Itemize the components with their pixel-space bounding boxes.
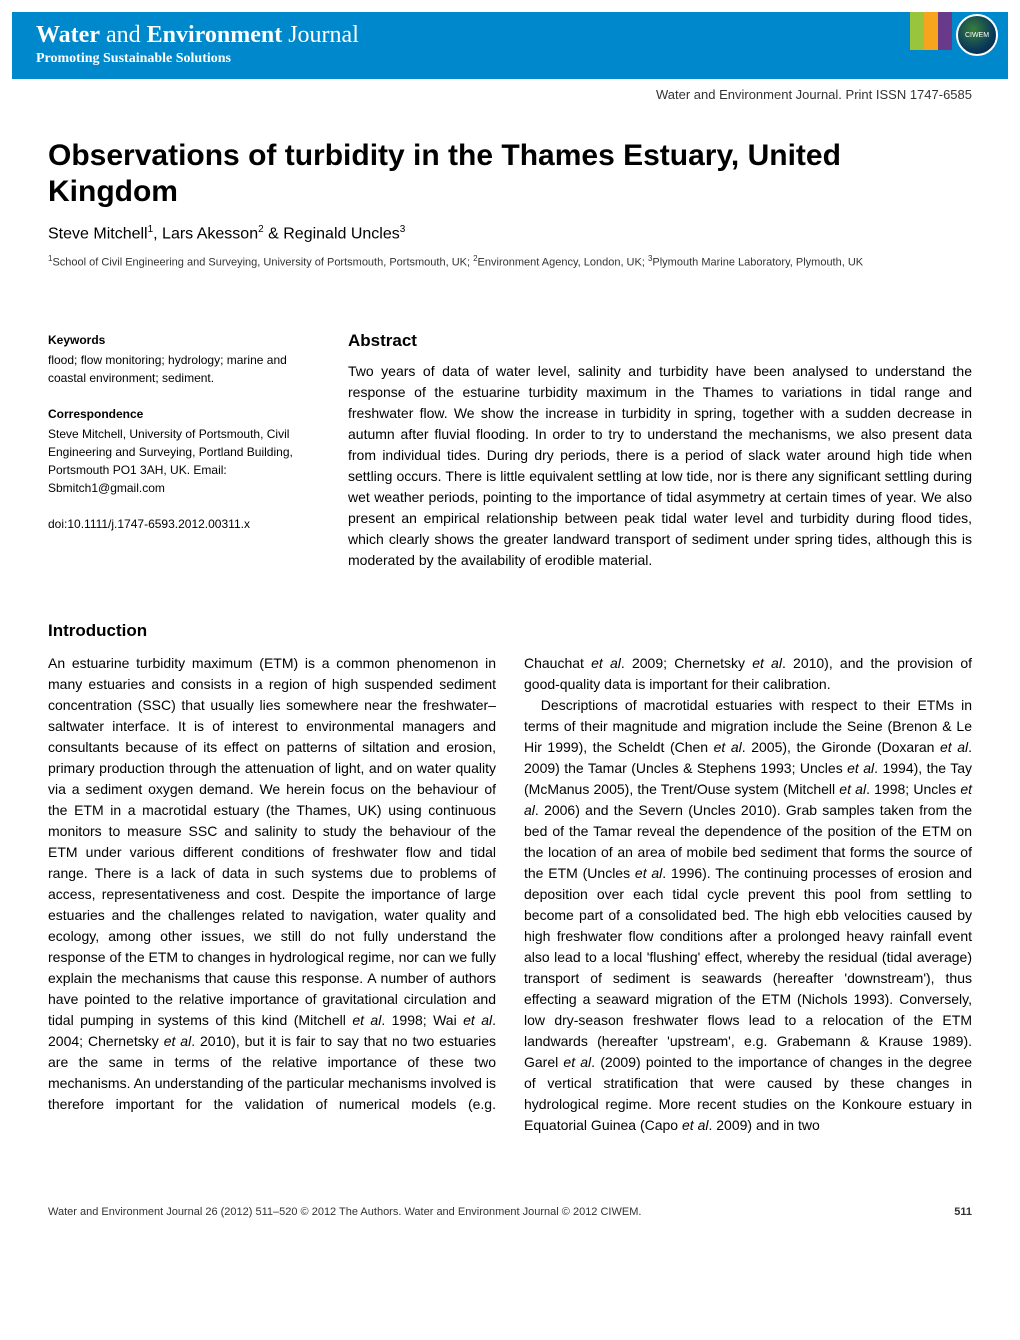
doi-text: doi:10.1111/j.1747-6593.2012.00311.x — [48, 515, 308, 533]
header-color-blocks — [910, 12, 952, 50]
color-block — [924, 12, 938, 50]
journal-title: Water and Environment Journal — [36, 22, 984, 49]
article-authors: Steve Mitchell1, Lars Akesson2 & Reginal… — [48, 224, 972, 243]
color-block — [910, 12, 924, 50]
footer-copyright: Water and Environment Journal 26 (2012) … — [48, 1206, 641, 1218]
intro-para-2: Descriptions of macrotidal estuaries wit… — [524, 695, 972, 1136]
article-affiliations: 1School of Civil Engineering and Surveyi… — [48, 253, 972, 271]
issn-line: Water and Environment Journal. Print ISS… — [0, 79, 1020, 110]
abstract-title: Abstract — [348, 331, 972, 351]
journal-subtitle: Promoting Sustainable Solutions — [36, 51, 984, 67]
keywords-label: Keywords — [48, 331, 308, 349]
abstract-body: Two years of data of water level, salini… — [348, 361, 972, 571]
journal-title-word1: Water — [36, 22, 100, 48]
section-title-introduction: Introduction — [48, 621, 972, 641]
ciwem-logo-icon: CIWEM — [956, 14, 998, 56]
body-text: An estuarine turbidity maximum (ETM) is … — [48, 653, 972, 1136]
journal-title-word3: Journal — [282, 22, 359, 48]
article-meta-sidebar: Keywords flood; flow monitoring; hydrolo… — [48, 331, 308, 571]
article-title: Observations of turbidity in the Thames … — [48, 138, 972, 210]
page-footer: Water and Environment Journal 26 (2012) … — [0, 1176, 1020, 1242]
correspondence-label: Correspondence — [48, 405, 308, 423]
journal-header: Water and Environment Journal Promoting … — [12, 12, 1008, 79]
logo-text: CIWEM — [965, 32, 989, 39]
journal-title-conj: and — [100, 22, 147, 48]
journal-title-word2: Environment — [147, 22, 283, 48]
keywords-text: flood; flow monitoring; hydrology; marin… — [48, 351, 308, 387]
page-number: 511 — [954, 1206, 972, 1218]
correspondence-text: Steve Mitchell, University of Portsmouth… — [48, 425, 308, 497]
color-block — [938, 12, 952, 50]
